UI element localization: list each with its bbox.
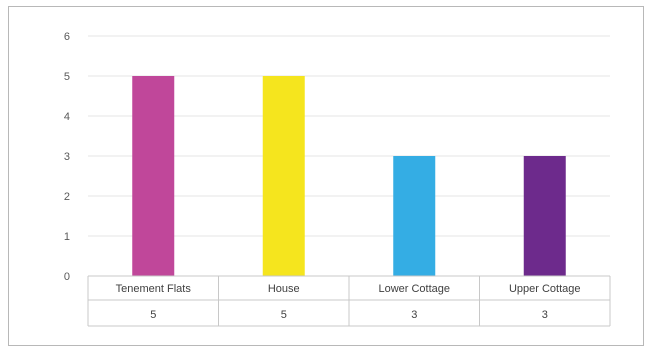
- y-tick-label: 2: [64, 191, 70, 203]
- y-tick-label: 4: [64, 111, 70, 123]
- bar: [393, 156, 436, 276]
- y-tick-label: 1: [64, 231, 70, 243]
- category-label: House: [268, 283, 300, 295]
- data-table-value: 3: [542, 309, 548, 321]
- gridlines: [88, 35, 610, 237]
- y-tick-label: 0: [64, 271, 70, 283]
- bar: [262, 76, 305, 276]
- category-label: Tenement Flats: [116, 283, 192, 295]
- y-axis-ticks: 0 1 2 3 4 5 6: [64, 31, 70, 283]
- bar: [523, 156, 566, 276]
- data-table: Tenement Flats 5 House 5 Lower Cottage 3 Upper…: [87, 275, 611, 327]
- y-tick-label: 3: [64, 151, 70, 163]
- data-table-value: 3: [411, 309, 417, 321]
- bars: [132, 76, 566, 276]
- data-table-value: 5: [150, 309, 156, 321]
- category-label: Upper Cottage: [509, 283, 581, 295]
- data-table-value: 5: [281, 309, 287, 321]
- bar: [132, 76, 175, 276]
- y-tick-label: 5: [64, 71, 70, 83]
- category-label: Lower Cottage: [378, 283, 450, 295]
- y-tick-label: 6: [64, 31, 70, 43]
